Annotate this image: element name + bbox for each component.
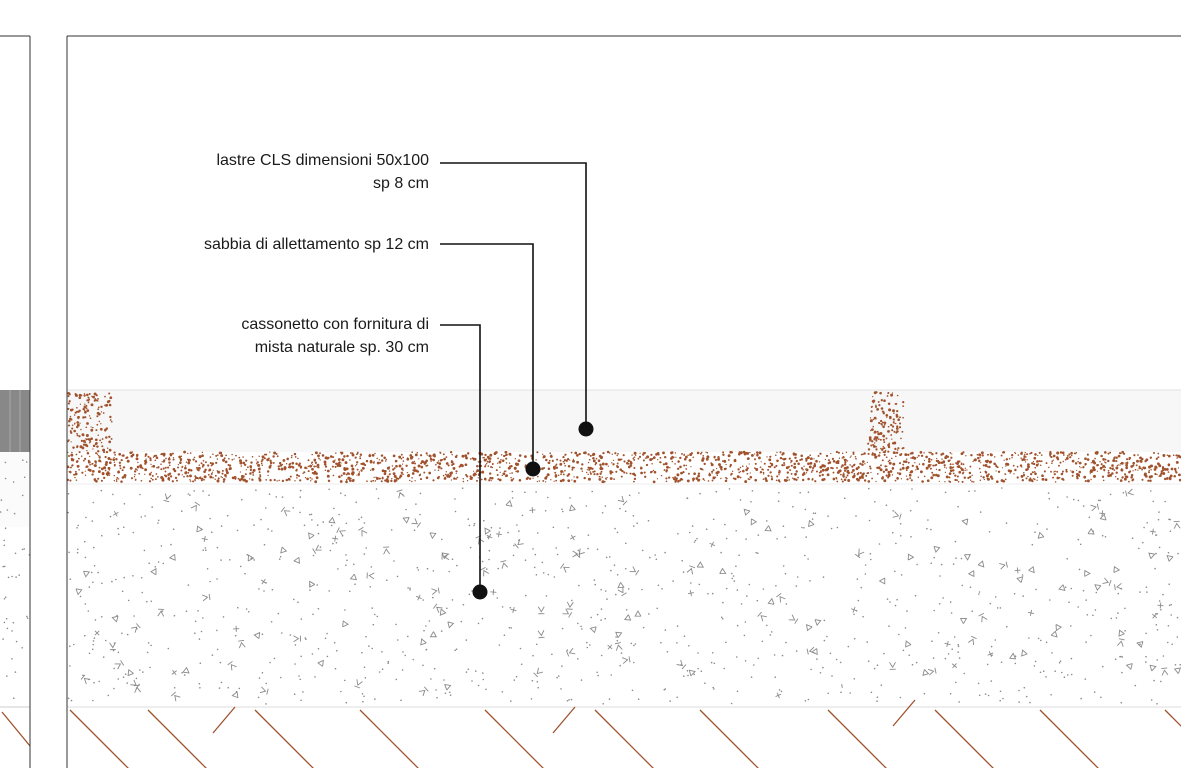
concrete-slab-layer <box>67 390 1181 452</box>
left-panel <box>0 390 30 747</box>
leader-slab <box>440 162 594 437</box>
callout-gravel-base-line-2: mista naturale sp. 30 cm <box>254 339 429 356</box>
ground-hatch <box>69 699 1181 768</box>
callout-bedding-sand: sabbia di allettamento sp 12 cm <box>204 233 429 256</box>
callout-gravel-base-line-1: cassonetto con fornitura di <box>241 316 429 333</box>
callout-concrete-slabs-line-1: lastre CLS dimensioni 50x100 <box>216 152 429 169</box>
callout-concrete-slabs-line-2: sp 8 cm <box>372 175 429 192</box>
leader-sand <box>440 243 541 477</box>
callout-gravel-base: cassonetto con fornitura di mista natura… <box>241 313 429 359</box>
leader-slab-dot <box>578 421 594 437</box>
sand-texture <box>67 391 1181 484</box>
callout-concrete-slabs: lastre CLS dimensioni 50x100 sp 8 cm <box>216 149 429 195</box>
left-panel-slab <box>0 390 30 452</box>
left-panel-hatch <box>1 711 30 747</box>
gravel-fill-layer <box>67 487 1181 705</box>
left-panel-fill <box>0 527 30 707</box>
main-section <box>67 389 1181 768</box>
main-frame <box>66 35 1181 768</box>
callout-bedding-sand-line-1: sabbia di allettamento sp 12 cm <box>203 236 429 253</box>
left-panel-aggregate <box>0 459 30 699</box>
bedding-sand-layer <box>67 452 1181 484</box>
leader-gravel-dot <box>472 584 488 600</box>
leader-gravel <box>440 324 488 600</box>
leader-sand-dot <box>525 461 541 477</box>
left-panel-sand <box>0 452 30 527</box>
